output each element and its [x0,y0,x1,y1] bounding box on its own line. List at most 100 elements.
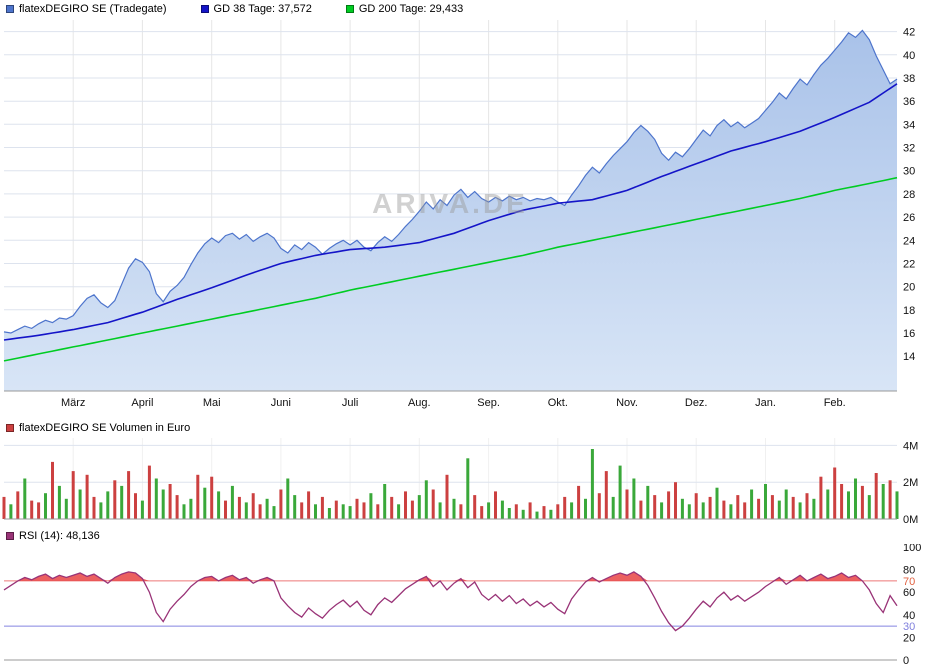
volume-bar [203,487,207,519]
volume-bar [874,473,878,519]
volume-bar [383,484,387,519]
volume-bar [632,478,636,519]
volume-bar [390,496,394,519]
volume-legend: flatexDEGIRO SE Volumen in Euro [6,422,190,434]
volume-bar [757,498,761,520]
volume-bar [307,491,311,519]
volume-bar [51,461,54,519]
volume-bar [237,496,241,519]
volume-bar [99,502,103,519]
volume-bar [715,487,719,519]
volume-bar [494,491,497,519]
volume-bar [64,498,68,520]
volume-bar [355,498,359,520]
volume-bar [404,491,407,519]
price-y-tick: 38 [903,73,915,85]
volume-bar [196,474,200,519]
volume-bar [833,467,837,519]
volume-bar [30,500,34,519]
volume-bar [764,484,767,519]
volume-bar [653,495,657,519]
rsi-legend: RSI (14): 48,136 [6,530,100,542]
volume-bar [770,495,774,519]
volume-bar [459,504,463,519]
price-y-tick: 20 [903,282,915,294]
legend-item-price: flatexDEGIRO SE (Tradegate) [6,3,167,15]
volume-bar [2,496,6,519]
volume-bar [327,508,331,519]
volume-bar [224,500,227,519]
price-y-tick: 26 [903,212,915,224]
volume-chart-canvas: 4M 2M 0M [2,438,918,526]
price-y-tick: 34 [903,119,915,131]
volume-bar [888,480,892,519]
legend-item-gd38: GD 38 Tage: 37,572 [200,3,312,15]
volume-bar [507,508,511,519]
volume-bar [348,506,352,519]
volume-bar [210,476,214,519]
volume-label: flatexDEGIRO SE Volumen in Euro [19,422,191,434]
month-label: Juli [342,397,359,409]
price-chart-canvas: 42 40 38 36 34 32 30 28 26 24 22 20 18 16 14 ARIVA.DE Mä… [3,20,915,409]
volume-bar [625,489,629,519]
volume-bar [535,511,539,519]
price-y-tick: 14 [903,351,915,363]
volume-bar [265,498,269,520]
volume-bar [777,500,781,519]
volume-bar [92,496,96,519]
price-area [4,30,897,392]
volume-bar [618,465,622,519]
volume-bar [860,485,864,519]
watermark: ARIVA.DE [372,188,528,219]
price-y-tick: 16 [903,328,915,340]
volume-bar [154,478,158,519]
volume-bar [369,493,373,519]
rsi-label: RSI (14): 48,136 [19,530,100,542]
volume-bar [272,506,276,519]
gd38-line [3,83,898,341]
month-label: Sep. [477,397,500,409]
volume-bar [867,495,871,519]
price-series-label: flatexDEGIRO SE (Tradegate) [19,3,167,15]
volume-bar [514,504,518,519]
volume-bar [805,493,809,519]
rsi-y-tick: 40 [903,610,915,622]
volume-bar [78,489,82,519]
volume-bar [687,504,691,519]
volume-bar [9,504,13,519]
rsi-y-tick: 80 [903,565,915,577]
volume-bar [466,458,470,519]
volume-bar [168,484,172,519]
volume-bar [16,491,20,519]
volume-bar [445,474,449,519]
volume-bar [549,509,553,519]
volume-bar [694,493,698,519]
rsi-y-tick: 30 [903,621,915,633]
volume-bar [397,504,401,519]
volume-bar [161,489,165,519]
volume-bar [480,506,484,519]
volume-bar [182,504,186,519]
price-y-tick: 22 [903,259,915,271]
volume-bar [431,489,435,519]
volume-bar [230,485,234,519]
volume-bar [113,480,117,519]
rsi-y-tick: 70 [903,576,915,588]
volume-bar [791,496,795,519]
volume-bar [722,500,726,519]
volume-y-tick: 0M [903,514,918,526]
month-label: Nov. [616,397,638,409]
volume-bar [487,502,491,519]
price-y-tick: 42 [903,27,915,39]
month-label: Feb. [824,397,846,409]
volume-bar [577,485,581,519]
price-line [3,29,898,334]
volume-bar [611,496,615,519]
volume-bar [528,502,532,519]
volume-bar [23,478,27,519]
volume-bar [680,498,684,520]
volume-bar [660,502,664,519]
volume-bar [44,493,47,519]
